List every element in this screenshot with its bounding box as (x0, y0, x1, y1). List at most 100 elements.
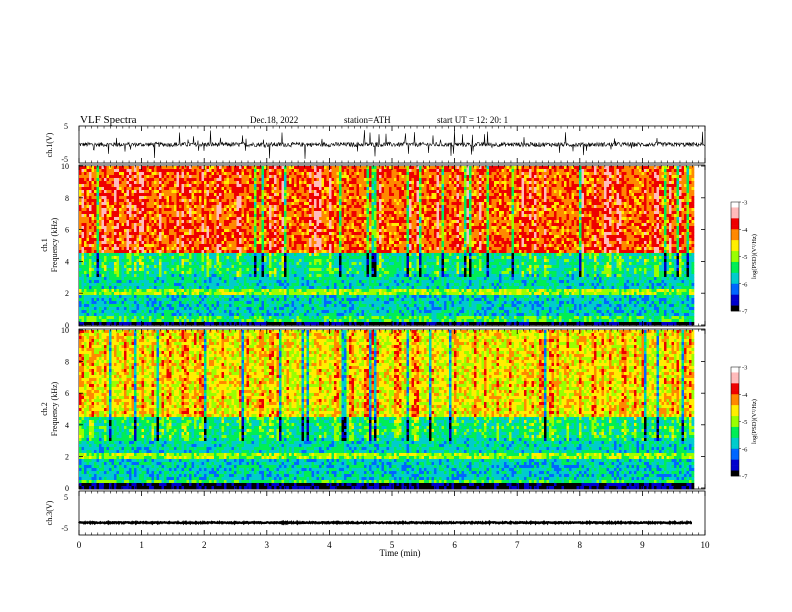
spectrogram-cell (274, 280, 277, 283)
spectrogram-cell (309, 259, 312, 262)
spectrogram-cell (279, 301, 282, 304)
spectrogram-cell (304, 184, 307, 187)
spectrogram-cell (289, 244, 292, 247)
spectrogram-cell (199, 187, 202, 190)
spectrogram-cell (182, 172, 185, 175)
spectrogram-cell (169, 271, 172, 274)
spectrogram-cell (94, 238, 97, 241)
spectrogram-cell (154, 232, 157, 235)
spectrogram-cell (104, 217, 107, 220)
spectrogram-cell (287, 259, 290, 262)
spectrogram-cell (274, 205, 277, 208)
spectrogram-cell (242, 277, 245, 280)
spectrogram-cell (259, 292, 262, 295)
spectrogram-cell (177, 310, 180, 313)
spectrogram-cell (254, 229, 257, 232)
spectrogram-cell (157, 262, 160, 265)
spectrogram-cell (114, 301, 117, 304)
spectrogram-cell (214, 235, 217, 238)
spectrogram-cell (217, 178, 220, 181)
spectrogram-cell (232, 175, 235, 178)
spectrogram-cell (277, 178, 280, 181)
spectrogram-cell (312, 184, 315, 187)
spectrogram-cell (219, 199, 222, 202)
spectrogram-cell (284, 292, 287, 295)
spectrogram-cell (84, 241, 87, 244)
spectrogram-cell (194, 319, 197, 322)
spectrogram-cell (97, 205, 100, 208)
spectrogram-cell (117, 190, 120, 193)
spectrogram-cell (274, 223, 277, 226)
spectrogram-cell (207, 238, 210, 241)
spectrogram-cell (217, 238, 220, 241)
spectrogram-cell (122, 241, 125, 244)
spectrogram-cell (237, 319, 240, 322)
spectrogram-cell (234, 310, 237, 313)
spectrogram-cell (102, 283, 105, 286)
spectrogram-cell (214, 313, 217, 316)
spectrogram-cell (249, 220, 252, 223)
spectrogram-cell (264, 214, 267, 217)
spectrogram-cell (87, 268, 90, 271)
spectrogram-cell (262, 253, 265, 256)
spectrogram-cell (207, 208, 210, 211)
spectrogram-cell (107, 286, 110, 289)
spectrogram-cell (267, 262, 270, 265)
spectrogram-cell (124, 172, 127, 175)
spectrogram-cell (132, 274, 135, 277)
spectrogram-cell (307, 265, 310, 268)
spectrogram-cell (279, 247, 282, 250)
spectrogram-cell (269, 313, 272, 316)
spectrogram-cell (259, 196, 262, 199)
spectrogram-cell (222, 277, 225, 280)
spectrogram-cell (94, 199, 97, 202)
spectrogram-cell (177, 271, 180, 274)
spectrogram-cell (239, 280, 242, 283)
spectrogram-cell (127, 283, 130, 286)
spectrogram-cell (282, 232, 285, 235)
spectrogram-cell (142, 187, 145, 190)
spectrogram-cell (84, 310, 87, 313)
spectrogram-cell (269, 202, 272, 205)
spectrogram-cell (249, 301, 252, 304)
spectrogram-cell (257, 229, 260, 232)
spectrogram-cell (204, 247, 207, 250)
spectrogram-cell (189, 205, 192, 208)
spectrogram-cell (172, 301, 175, 304)
spectrogram-cell (112, 316, 115, 319)
spectrogram-cell (182, 205, 185, 208)
spectrogram-cell (147, 277, 150, 280)
spectrogram-cell (309, 271, 312, 274)
spectrogram-cell (174, 178, 177, 181)
spectrogram-cell (147, 268, 150, 271)
spectrogram-cell (117, 283, 120, 286)
spectrogram-cell (174, 280, 177, 283)
spectrogram-cell (192, 172, 195, 175)
spectrogram-cell (249, 190, 252, 193)
spectrogram-cell (214, 178, 217, 181)
spectrogram-cell (214, 172, 217, 175)
spectrogram-cell (82, 316, 85, 319)
spectrogram-cell (257, 283, 260, 286)
spectrogram-cell (104, 229, 107, 232)
spectrogram-cell (272, 274, 275, 277)
spectrogram-cell (79, 265, 82, 268)
spectrogram-cell (79, 292, 82, 295)
spectrogram-cell (302, 256, 305, 259)
spectrogram-cell (184, 289, 187, 292)
spectrogram-cell (302, 289, 305, 292)
spectrogram-cell (169, 190, 172, 193)
spectrogram-cell (234, 220, 237, 223)
spectrogram-cell (162, 211, 165, 214)
spectrogram-cell (229, 244, 232, 247)
spectrogram-cell (189, 214, 192, 217)
spectrogram-cell (129, 175, 132, 178)
spectrogram-cell (207, 193, 210, 196)
spectrogram-cell (212, 232, 215, 235)
spectrogram-cell (97, 190, 100, 193)
spectrogram-cell (307, 319, 310, 322)
spectrogram-cell (222, 232, 225, 235)
spectrogram-cell (212, 310, 215, 313)
spectrogram-cell (257, 193, 260, 196)
spectrogram-cell (247, 172, 250, 175)
